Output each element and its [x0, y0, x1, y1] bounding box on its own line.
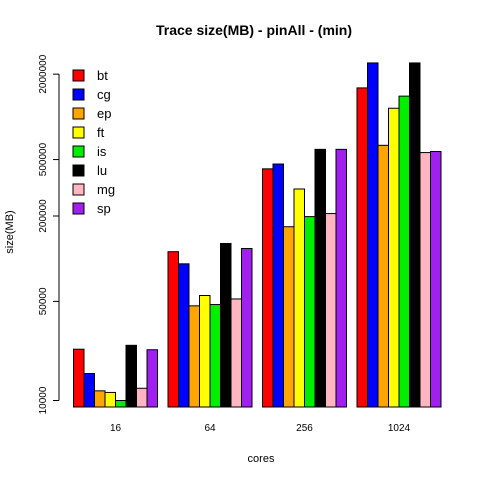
bar-cg-1024 — [367, 62, 379, 408]
legend-label-bt: bt — [97, 68, 108, 83]
bar-is-16 — [115, 400, 127, 408]
bar-ft-1024 — [388, 107, 400, 408]
legend-label-ep: ep — [97, 106, 111, 121]
bar-cg-16 — [83, 373, 95, 408]
legend-label-cg: cg — [97, 87, 111, 102]
y-tick-label: 500000 — [38, 142, 49, 176]
bar-lu-256 — [314, 148, 326, 408]
legend-swatch-ep — [72, 107, 85, 120]
bar-ep-256 — [283, 226, 295, 408]
bars — [73, 62, 442, 408]
bar-lu-16 — [125, 344, 137, 408]
bar-ep-64 — [188, 305, 200, 408]
legend-label-lu: lu — [97, 163, 107, 178]
legend-swatch-cg — [72, 88, 85, 101]
bar-ft-256 — [293, 188, 305, 408]
legend-swatch-is — [72, 145, 85, 158]
legend-label-mg: mg — [97, 182, 115, 197]
legend-swatch-ft — [72, 126, 85, 139]
bar-mg-256 — [325, 213, 337, 408]
bar-is-256 — [304, 216, 316, 408]
bar-ft-64 — [199, 295, 211, 408]
legend-swatch-bt — [72, 69, 85, 82]
y-tick-label: 50000 — [38, 287, 49, 315]
x-tick-labels: 16 64 256 1024 — [110, 423, 411, 434]
legend-swatch-lu — [72, 164, 85, 177]
legend-label-ft: ft — [97, 125, 105, 140]
legend-swatch-sp — [72, 202, 85, 215]
bar-bt-64 — [167, 251, 179, 408]
bar-bt-256 — [262, 168, 274, 408]
bar-mg-64 — [230, 298, 242, 408]
bar-cg-64 — [178, 263, 190, 408]
y-axis: 10000 50000 200000 500000 2000000 — [38, 54, 60, 414]
bar-ep-1024 — [377, 144, 389, 408]
bar-mg-16 — [136, 387, 148, 408]
bar-is-1024 — [398, 95, 410, 408]
bar-bt-1024 — [356, 87, 368, 408]
y-axis-label: size(MB) — [4, 210, 16, 253]
x-tick-label: 16 — [110, 423, 122, 434]
bar-cg-256 — [272, 163, 284, 408]
legend-label-sp: sp — [97, 201, 111, 216]
bar-sp-64 — [241, 247, 253, 408]
y-tick-label: 2000000 — [38, 54, 49, 93]
legend-swatch-mg — [72, 183, 85, 196]
chart-title: Trace size(MB) - pinAll - (min) — [156, 22, 352, 38]
x-tick-label: 64 — [204, 423, 216, 434]
bar-sp-256 — [335, 148, 347, 408]
bar-is-64 — [209, 304, 221, 408]
bar-mg-1024 — [419, 152, 431, 408]
legend-label-is: is — [97, 144, 107, 159]
bar-sp-16 — [146, 349, 158, 408]
bar-ft-16 — [104, 391, 116, 408]
x-tick-label: 1024 — [388, 423, 411, 434]
y-tick-label: 10000 — [38, 386, 49, 414]
y-tick-label: 200000 — [38, 199, 49, 233]
bar-sp-1024 — [430, 150, 442, 408]
bar-bt-16 — [73, 348, 85, 408]
bar-ep-16 — [94, 390, 106, 408]
x-tick-label: 256 — [296, 423, 313, 434]
bar-lu-64 — [220, 242, 232, 408]
legend: bt cg ep ft is lu mg sp — [72, 68, 115, 216]
bar-lu-1024 — [409, 62, 421, 408]
x-axis-label: cores — [248, 453, 275, 465]
